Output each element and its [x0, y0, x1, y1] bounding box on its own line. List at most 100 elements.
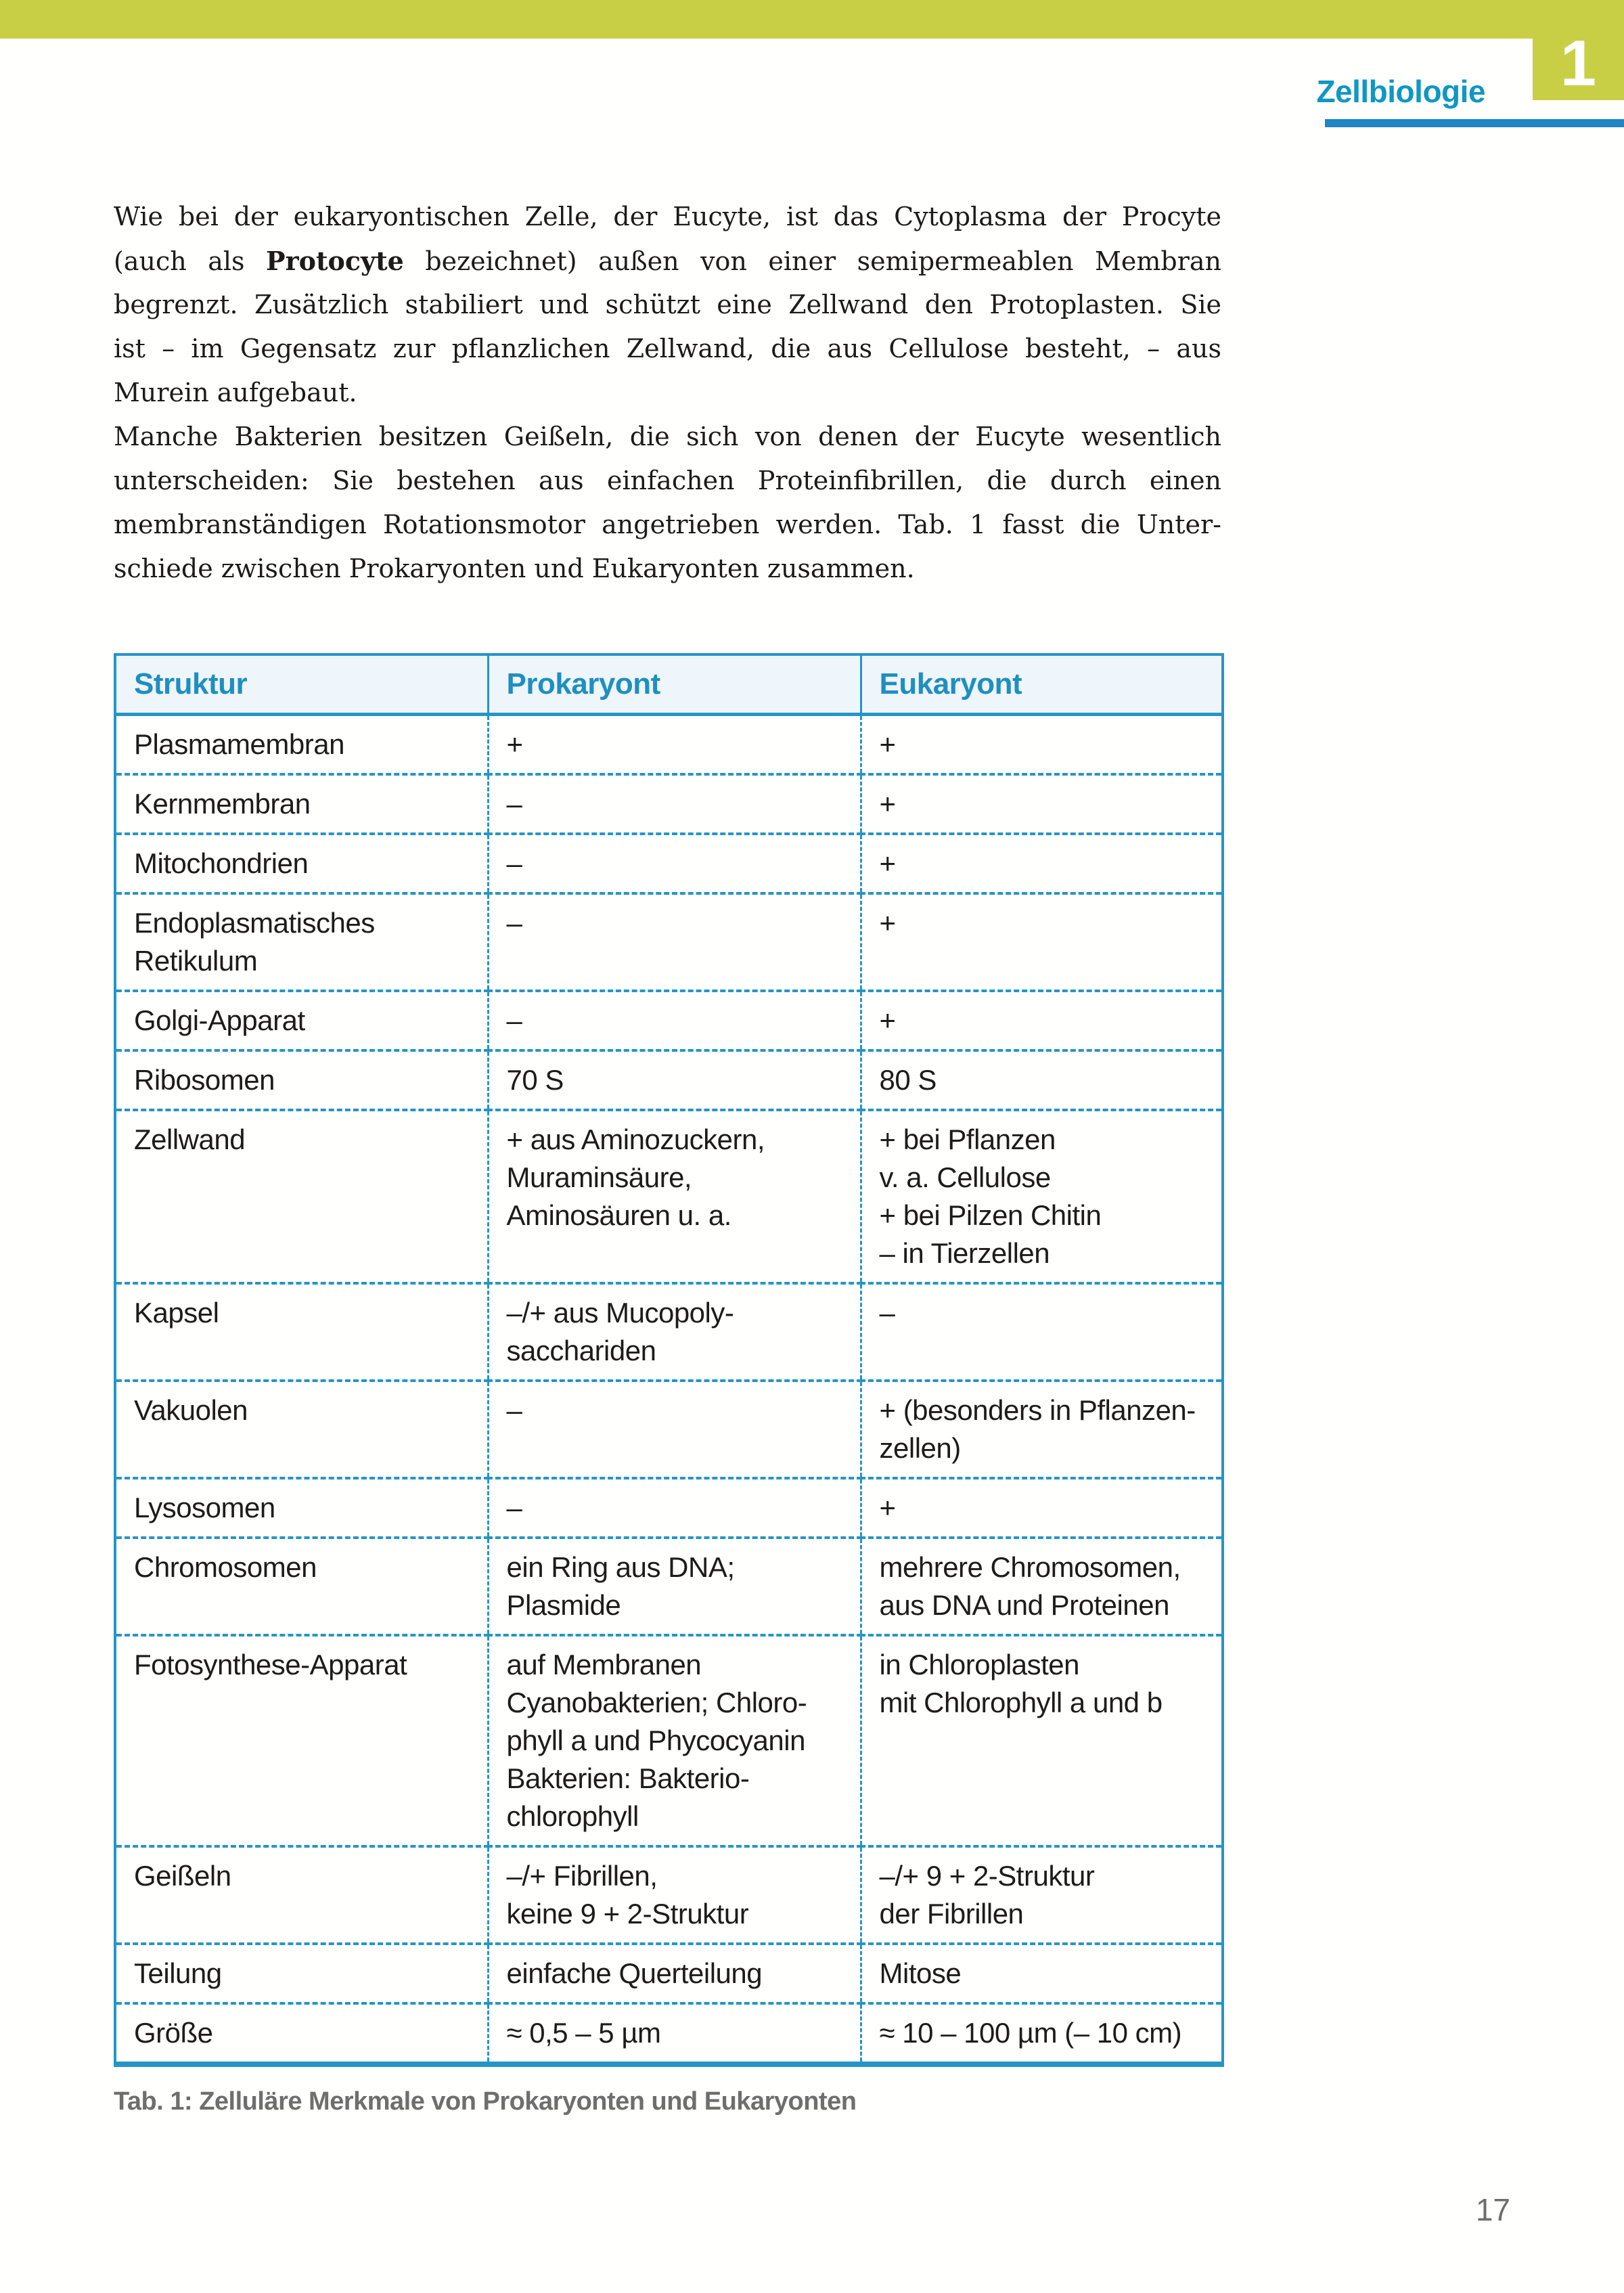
cell-line: Muraminsäure, — [506, 1161, 692, 1193]
cell-line: Geißeln — [134, 1860, 231, 1892]
text-line: membranständigen Rotationsmotor angetrie… — [114, 510, 1221, 539]
cell-prokaryont: –/+ Fibrillen, keine 9 + 2-Struktur — [487, 1846, 861, 1944]
text-line: ist – im Gegensatz zur pflanzlichen Zell… — [114, 334, 1221, 363]
cell-line: + — [879, 728, 897, 760]
cell-prokaryont: + — [487, 714, 861, 774]
cell-line: – — [506, 907, 522, 939]
cell-line: ein Ring aus DNA; — [506, 1551, 736, 1583]
text-line: Manche Bakterien besitzen Geißeln, die s… — [114, 422, 1221, 451]
cell-struktur: Geißeln — [115, 1846, 488, 1944]
cell-prokaryont: 70 S — [487, 1050, 861, 1110]
chapter-title: Zellbiologie — [1316, 74, 1485, 109]
table-row: Ribosomen 70 S 80 S — [115, 1050, 1223, 1110]
cell-line: –/+ Fibrillen, — [506, 1860, 658, 1892]
cell-struktur: Fotosynthese-Apparat — [115, 1635, 488, 1846]
cell-line: Teilung — [134, 1957, 222, 1989]
cell-eukaryont: in Chloroplasten mit Chlorophyll a und b — [859, 1635, 1223, 1846]
cell-eukaryont: + — [859, 991, 1223, 1050]
column-header: Eukaryont — [859, 654, 1223, 715]
cell-line: ≈ 0,5 – 5 µm — [506, 2017, 662, 2049]
cell-line: Bakterien: Bakterio- — [506, 1762, 750, 1794]
cell-prokaryont: – — [487, 893, 861, 991]
cell-line: –/+ 9 + 2-Struktur — [879, 1860, 1095, 1892]
cell-line: Chromosomen — [134, 1551, 317, 1583]
cell-line: Vakuolen — [134, 1394, 248, 1426]
cell-line: Kapsel — [134, 1297, 219, 1329]
cell-prokaryont: – — [487, 774, 861, 834]
table-row: Lysosomen – + — [115, 1478, 1223, 1538]
table-row: Mitochondrien – + — [115, 834, 1223, 893]
cell-line: Kernmembran — [134, 788, 311, 820]
column-header: Struktur — [134, 667, 248, 700]
cell-line: Zellwand — [134, 1123, 246, 1155]
cell-line: – — [506, 847, 522, 879]
cell-eukaryont: + — [859, 774, 1223, 834]
cell-line: + — [879, 788, 897, 820]
cell-struktur: Endoplasmatisches Retikulum — [115, 893, 488, 991]
cell-line: + — [879, 907, 897, 939]
paragraph: Wie bei der eukaryontischen Zelle, der E… — [114, 195, 1221, 415]
cell-line: Fotosynthese-Apparat — [134, 1649, 407, 1680]
cell-eukaryont: + — [859, 893, 1223, 991]
table-row: Fotosynthese-Apparat auf Membranen Cyanoba… — [115, 1635, 1223, 1846]
cell-struktur: Zellwand — [115, 1110, 488, 1283]
cell-prokaryont: + aus Aminozuckern, Muraminsäure, Aminosäu… — [487, 1110, 861, 1283]
text-line: (auch als Protocyte bezeichnet) außen vo… — [114, 246, 1221, 276]
table-row: Endoplasmatisches Retikulum – + — [115, 893, 1223, 991]
cell-line: Plasmide — [506, 1589, 621, 1621]
cell-struktur: Vakuolen — [115, 1381, 488, 1478]
cell-struktur: Teilung — [115, 1944, 488, 2003]
table-row: Vakuolen – + (besonders in Pflanzen-zellen… — [115, 1381, 1223, 1478]
cell-eukaryont: + bei Pflanzen v. a. Cellulose + bei Pilze… — [859, 1110, 1223, 1283]
cell-struktur: Golgi-Apparat — [115, 991, 488, 1050]
cell-prokaryont: auf Membranen Cyanobakterien; Chloro-phyl… — [487, 1635, 861, 1846]
cell-line: + bei Pflanzen — [879, 1123, 1056, 1155]
table-header-row: Struktur Prokaryont Eukaryont — [115, 654, 1223, 715]
cell-eukaryont: mehrere Chromosomen, aus DNA und Proteine… — [859, 1538, 1223, 1635]
cell-line: zellen) — [879, 1432, 962, 1464]
cell-line: der Fibrillen — [879, 1898, 1024, 1930]
text-line: Murein aufgebaut. — [114, 378, 357, 407]
table-row: Plasmamembran + + — [115, 714, 1223, 775]
cell-line: 80 S — [879, 1064, 937, 1096]
chapter-color-bar — [0, 0, 1624, 39]
cell-line: mit Chlorophyll a und b — [879, 1687, 1163, 1718]
cell-prokaryont: – — [487, 834, 861, 893]
cell-line: Größe — [134, 2017, 213, 2049]
cell-line: – — [506, 788, 522, 820]
cell-line: in Chloroplasten — [879, 1649, 1080, 1680]
cell-struktur: Lysosomen — [115, 1478, 488, 1538]
table-row: Teilung einfache Querteilung Mitose — [115, 1944, 1223, 2003]
cell-line: – in Tierzellen — [879, 1237, 1050, 1269]
cell-line: keine 9 + 2-Struktur — [506, 1898, 749, 1930]
cell-line: – — [506, 1394, 522, 1426]
cell-line: + bei Pilzen Chitin — [879, 1199, 1102, 1231]
text-line: begrenzt. Zusätzlich stabiliert und schü… — [114, 290, 1221, 319]
cell-prokaryont: ein Ring aus DNA; Plasmide — [487, 1538, 861, 1635]
cell-struktur: Plasmamembran — [115, 715, 488, 775]
cell-prokaryont: ≈ 0,5 – 5 µm — [487, 2003, 861, 2064]
cell-line: + — [879, 847, 897, 879]
cell-line: 70 S — [506, 1064, 564, 1096]
cell-line: ≈ 10 – 100 µm (– 10 cm) — [879, 2017, 1182, 2049]
cell-line: – — [506, 1492, 522, 1523]
cell-eukaryont: + — [859, 834, 1223, 893]
table-body: Plasmamembran + + Kernmembran – + Mitochondrie… — [115, 714, 1223, 2064]
cell-prokaryont: – — [487, 991, 861, 1050]
cell-eukaryont: + — [859, 714, 1223, 774]
chapter-title-rule — [1325, 119, 1624, 127]
cell-eukaryont: 80 S — [859, 1050, 1223, 1110]
cell-prokaryont: – — [487, 1381, 861, 1478]
cell-line: Endoplasmatisches — [134, 907, 375, 939]
table-row: Größe ≈ 0,5 – 5 µm ≈ 10 – 100 µm (– 10 cm) — [115, 2003, 1223, 2064]
cell-line: Aminosäuren u. a. — [506, 1199, 732, 1231]
chapter-number: 1 — [1560, 27, 1597, 99]
paragraph: Manche Bakterien besitzen Geißeln, die s… — [114, 415, 1221, 591]
page-number: 17 — [1475, 2192, 1510, 2227]
cell-eukaryont: + — [859, 1478, 1223, 1538]
cell-line: sacchariden — [506, 1335, 656, 1366]
cell-prokaryont: einfache Querteilung — [487, 1944, 861, 2003]
cell-line: einfache Querteilung — [506, 1957, 763, 1989]
table-caption: Tab. 1: Zelluläre Merkmale von Prokaryon… — [114, 2087, 857, 2116]
cell-line: – — [879, 1297, 895, 1329]
